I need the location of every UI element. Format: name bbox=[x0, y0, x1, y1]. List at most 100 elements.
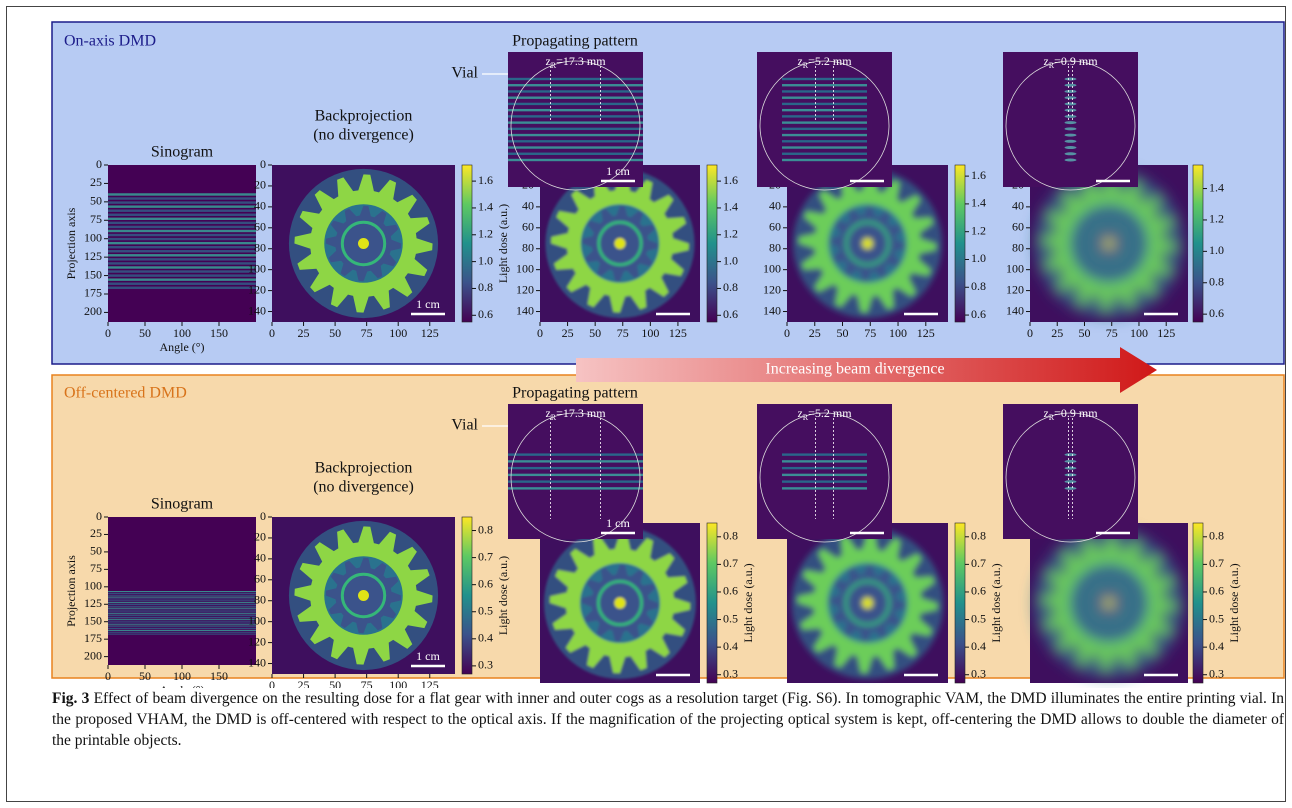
y-tick-label: 125 bbox=[84, 249, 102, 263]
y-tick-label: 100 bbox=[84, 579, 102, 593]
inset-fringe bbox=[1065, 487, 1077, 490]
inset-fringe bbox=[508, 84, 643, 86]
x-tick-label: 25 bbox=[809, 326, 821, 340]
x-tick-label: 125 bbox=[669, 326, 687, 340]
y-tick-label: 100 bbox=[248, 613, 266, 627]
y-tick-label: 75 bbox=[90, 212, 102, 226]
inset-fringe bbox=[508, 487, 643, 489]
backprojection-title: Backprojection bbox=[315, 460, 413, 477]
gear-shape bbox=[289, 521, 438, 670]
colorbar-tick-label: 1.6 bbox=[478, 173, 493, 187]
sinogram-stripe bbox=[108, 630, 256, 631]
colorbar-tick-label: 0.7 bbox=[478, 549, 493, 563]
center bbox=[1103, 597, 1114, 608]
y-tick-label: 200 bbox=[84, 648, 102, 662]
y-tick-label: 150 bbox=[84, 267, 102, 281]
colorbar-tick-label: 1.2 bbox=[723, 227, 738, 241]
inset-fringe bbox=[1065, 473, 1077, 476]
inset-fringe bbox=[1065, 109, 1077, 112]
sinogram-stripe bbox=[108, 193, 256, 195]
inset-fringe bbox=[782, 84, 867, 86]
inset-fringe bbox=[508, 159, 643, 161]
inset-fringe bbox=[782, 460, 867, 462]
colorbar-label: Light dose (a.u.) bbox=[741, 563, 755, 642]
x-tick-label: 25 bbox=[1051, 326, 1063, 340]
arrow-label: Increasing beam divergence bbox=[765, 361, 944, 378]
inset-fringe bbox=[508, 474, 643, 476]
y-tick-label: 140 bbox=[248, 303, 266, 317]
colorbar-tick-label: 0.6 bbox=[1209, 306, 1224, 320]
y-tick-label: 100 bbox=[763, 261, 781, 275]
sinogram-stripe bbox=[108, 214, 256, 216]
inset-fringe bbox=[782, 140, 867, 142]
colorbar-tick-label: 0.8 bbox=[478, 280, 493, 294]
colorbar-tick-label: 1.2 bbox=[478, 227, 493, 241]
colorbar-tick-label: 0.8 bbox=[1209, 275, 1224, 289]
x-tick-label: 0 bbox=[105, 669, 111, 683]
sinogram-stripe bbox=[108, 238, 256, 240]
sinogram-stripe bbox=[108, 613, 256, 614]
inset-fringe bbox=[782, 90, 867, 92]
y-tick-label: 75 bbox=[90, 561, 102, 575]
dose-image bbox=[540, 523, 700, 683]
y-tick-label: 140 bbox=[516, 303, 534, 317]
inset-fringe bbox=[508, 115, 643, 117]
y-tick-label: 0 bbox=[260, 157, 266, 171]
colorbar-tick-label: 0.5 bbox=[971, 611, 986, 625]
gear-shape bbox=[289, 169, 438, 318]
colorbar bbox=[462, 165, 472, 322]
center bbox=[615, 238, 626, 249]
x-tick-label: 100 bbox=[641, 326, 659, 340]
inset-fringe bbox=[508, 96, 643, 98]
sinogram-stripe bbox=[108, 287, 256, 289]
sinogram-stripe bbox=[108, 617, 256, 618]
y-tick-label: 25 bbox=[90, 526, 102, 540]
gear-shape bbox=[792, 527, 944, 679]
inset-fringe bbox=[782, 159, 867, 161]
inset-fringe bbox=[508, 103, 643, 105]
inset-fringe bbox=[1065, 96, 1077, 99]
x-tick-label: 75 bbox=[864, 326, 876, 340]
y-tick-label: 40 bbox=[1012, 199, 1024, 213]
colorbar-tick-label: 0.6 bbox=[723, 307, 738, 321]
y-tick-label: 40 bbox=[769, 199, 781, 213]
sinogram-stripe bbox=[108, 230, 256, 232]
inset-fringe bbox=[1065, 146, 1077, 149]
inset-fringe bbox=[1065, 460, 1077, 463]
y-tick-label: 80 bbox=[254, 592, 266, 606]
sinogram-stripe bbox=[108, 606, 256, 607]
inset-fringe bbox=[1065, 102, 1077, 105]
x-tick-label: 150 bbox=[210, 326, 228, 340]
gear-shape bbox=[793, 169, 942, 318]
sinogram-stripe bbox=[108, 274, 256, 276]
x-tick-label: 0 bbox=[105, 326, 111, 340]
center bbox=[862, 597, 873, 608]
inset-fringe bbox=[782, 480, 867, 482]
y-tick-label: 0 bbox=[260, 509, 266, 523]
inset-fringe bbox=[782, 146, 867, 148]
sinogram-stripe bbox=[108, 619, 256, 620]
x-tick-label: 125 bbox=[917, 326, 935, 340]
x-tick-label: 0 bbox=[269, 326, 275, 340]
colorbar-tick-label: 1.4 bbox=[1209, 180, 1224, 194]
inset-fringe bbox=[1065, 84, 1077, 87]
inset-fringe bbox=[508, 453, 643, 455]
x-tick-label: 25 bbox=[298, 326, 310, 340]
inset-fringe bbox=[508, 153, 643, 155]
x-tick-label: 0 bbox=[537, 326, 543, 340]
x-tick-label: 75 bbox=[1106, 326, 1118, 340]
dose-image bbox=[1030, 165, 1188, 322]
sinogram-stripe bbox=[108, 218, 256, 220]
colorbar-tick-label: 0.6 bbox=[478, 307, 493, 321]
colorbar-tick-label: 0.3 bbox=[478, 658, 493, 672]
inset-fringe bbox=[782, 467, 867, 469]
propagating-title: Propagating pattern bbox=[512, 385, 638, 402]
inset-fringe bbox=[782, 96, 867, 98]
sinogram-stripe bbox=[108, 222, 256, 224]
z-value: =0.9 mm bbox=[1054, 406, 1098, 420]
sinogram-stripe bbox=[108, 266, 256, 268]
x-tick-label: 125 bbox=[1157, 326, 1175, 340]
scale-bar-label: 1 cm bbox=[606, 164, 630, 178]
colorbar-tick-label: 0.8 bbox=[723, 280, 738, 294]
y-tick-label: 20 bbox=[254, 530, 266, 544]
